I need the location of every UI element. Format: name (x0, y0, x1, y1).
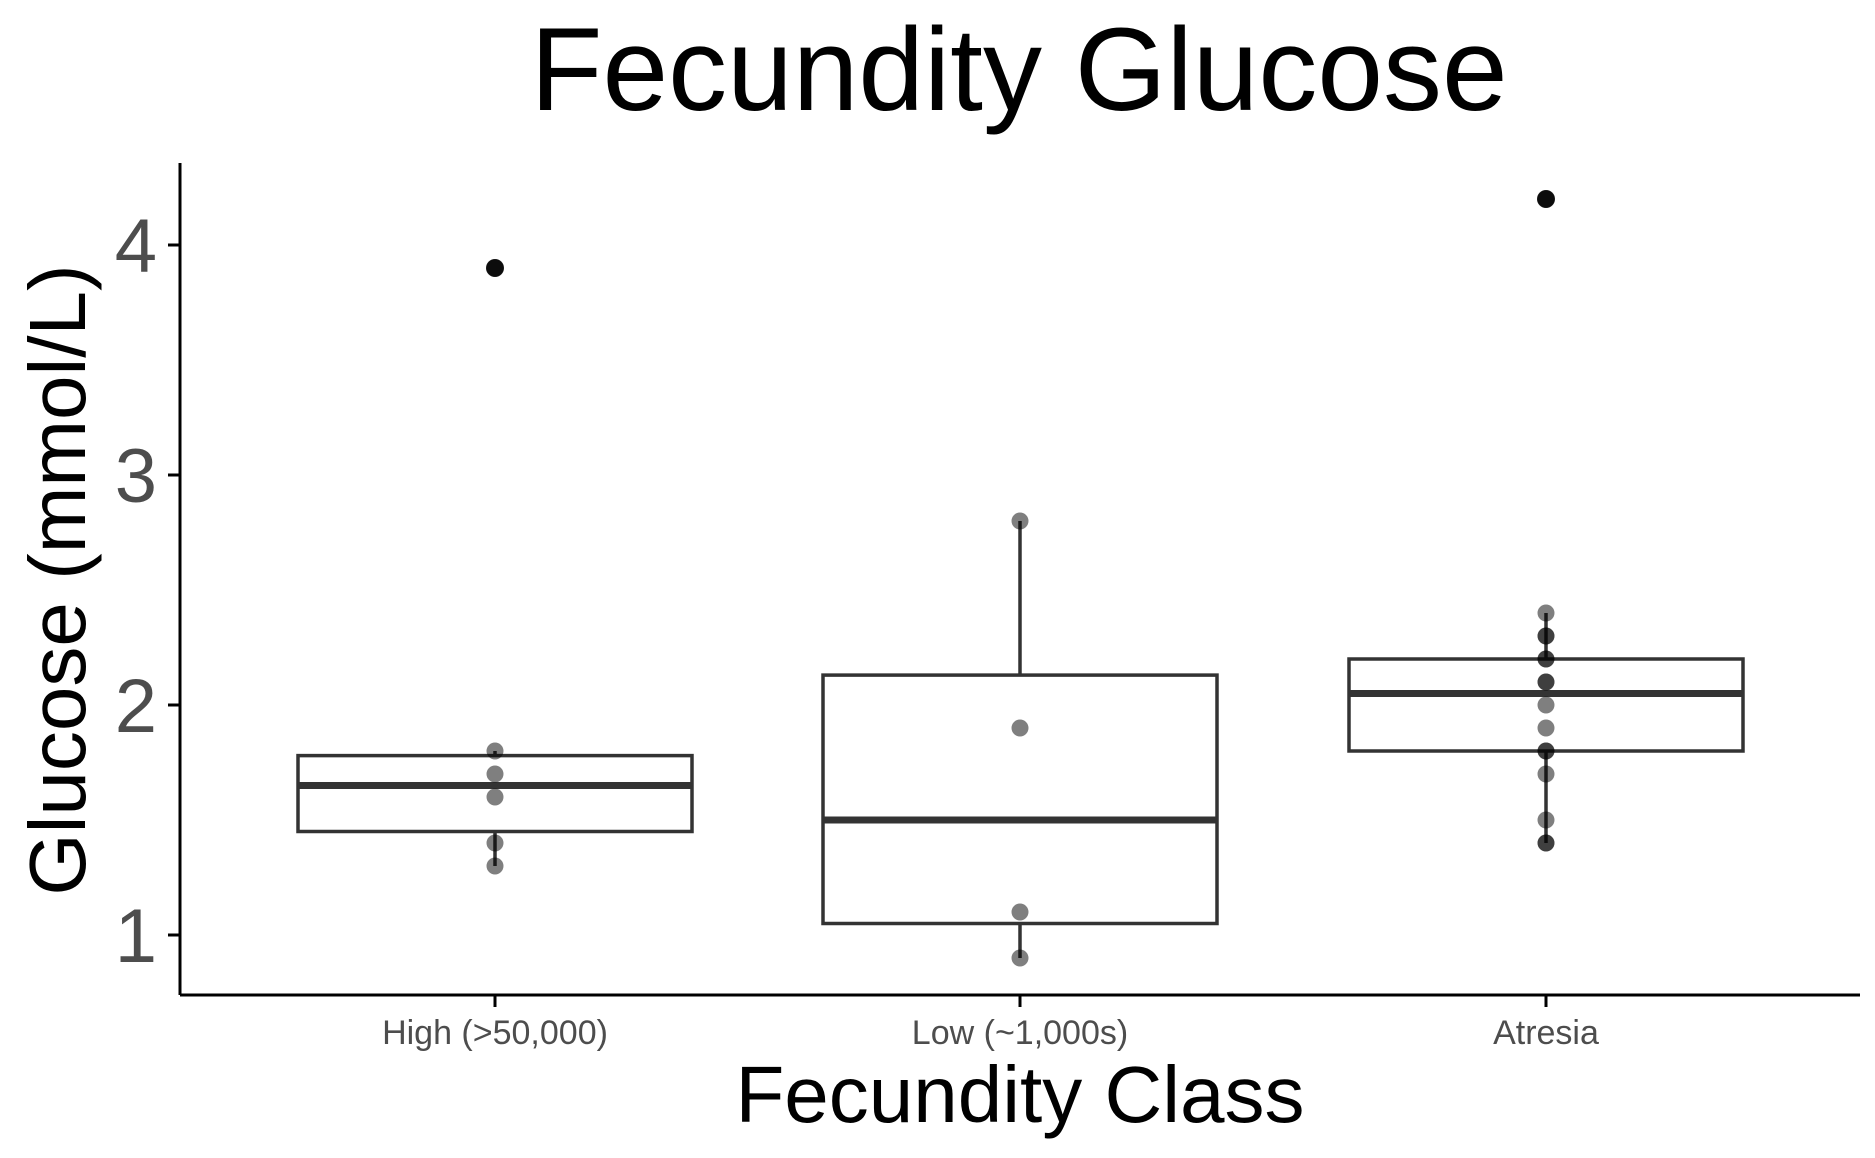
data-point (1537, 696, 1555, 714)
data-point (486, 742, 504, 760)
plot-area (296, 190, 1745, 967)
data-point (486, 765, 504, 783)
data-point (1537, 650, 1555, 668)
data-point (1537, 742, 1555, 760)
data-point (1011, 903, 1029, 921)
data-point (1537, 627, 1555, 645)
box-group (821, 521, 1219, 958)
box (821, 673, 1219, 926)
data-point (486, 834, 504, 852)
data-point (1537, 811, 1555, 829)
data-point (1011, 512, 1029, 530)
data-point (486, 857, 504, 875)
x-axis-title: Fecundity Class (735, 1050, 1304, 1139)
data-point (486, 788, 504, 806)
y-tick-label: 2 (115, 664, 157, 749)
data-point (1537, 834, 1555, 852)
data-point (1537, 765, 1555, 783)
y-axis-ticks: 1 2 3 4 (115, 204, 180, 979)
x-tick-label: High (>50,000) (382, 1014, 608, 1052)
chart-title: Fecundity Glucose (530, 4, 1507, 136)
data-point (1011, 949, 1029, 967)
data-point (1537, 719, 1555, 737)
data-point (1011, 719, 1029, 737)
x-axis-ticks: High (>50,000) Low (~1,000s) Atresia (382, 995, 1599, 1052)
y-tick-label: 4 (115, 204, 157, 289)
data-point (486, 259, 504, 277)
x-tick-label: Low (~1,000s) (912, 1014, 1128, 1052)
y-tick-label: 1 (115, 894, 157, 979)
data-point (1537, 673, 1555, 691)
data-point (1537, 604, 1555, 622)
y-tick-label: 3 (115, 434, 157, 519)
data-point (1537, 190, 1555, 208)
x-tick-label: Atresia (1493, 1014, 1599, 1052)
y-axis-title: Glucose (mmol/L) (13, 264, 102, 895)
